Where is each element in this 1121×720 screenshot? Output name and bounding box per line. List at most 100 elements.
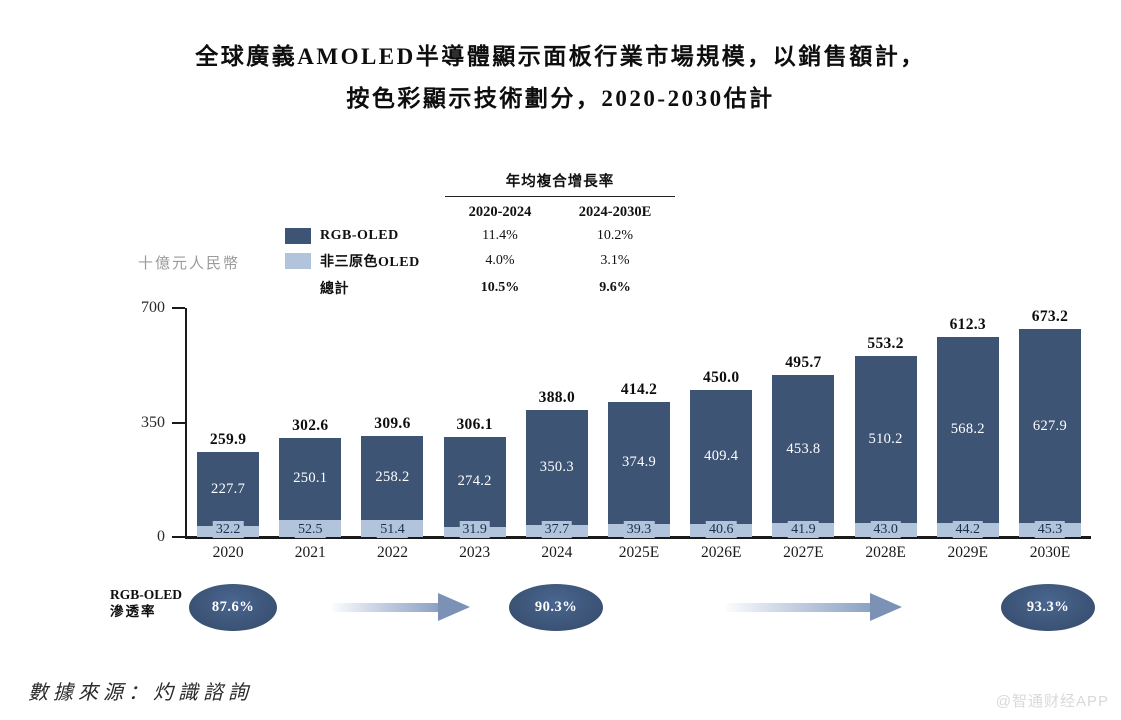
bar-value-rgb-oled: 627.9 (1032, 417, 1068, 434)
bar-total-label: 495.7 (785, 353, 822, 371)
bar-segment-non-rgb-oled: 40.6 (690, 521, 753, 538)
penetration-ellipse-2024: 90.3% (509, 584, 603, 631)
y-tick-label: 0 (157, 528, 165, 545)
x-axis-label: 2026E (700, 544, 742, 561)
chart-title-line1: 全球廣義AMOLED半導體顯示面板行業市場規模，以銷售額計， (195, 44, 926, 69)
bar-segment-non-rgb-oled: 51.4 (361, 520, 424, 538)
arrow-right-icon (726, 593, 902, 621)
penetration-value-2020: 87.6% (211, 599, 255, 615)
bar-value-rgb-oled: 350.3 (539, 458, 574, 475)
cagr-row-rgb-oled: RGB-OLED 11.4% 10.2% (285, 228, 675, 244)
bar-segment-non-rgb-oled: 45.3 (1018, 521, 1081, 538)
bar-column: 553.2 510.2 43.0 (845, 308, 927, 538)
x-axis-label: 2028E (865, 544, 906, 561)
bar-segment-rgb-oled: 258.2 (361, 435, 424, 521)
bar-value-non-rgb-oled: 52.5 (295, 521, 326, 538)
legend-label-total: 總計 (320, 282, 349, 297)
x-axis-label: 2029E (947, 544, 989, 561)
bar-total-label: 302.6 (292, 417, 329, 435)
bar-value-rgb-oled: 409.4 (704, 448, 739, 465)
y-tick-mark (172, 307, 185, 309)
bar-value-rgb-oled: 568.2 (950, 421, 985, 438)
bar-segment-non-rgb-oled: 37.7 (525, 521, 588, 538)
x-axis-label: 2025E (618, 544, 660, 561)
x-axis-label: 2020 (212, 544, 244, 561)
bar-value-rgb-oled: 510.2 (868, 430, 903, 447)
bar-segment-rgb-oled: 227.7 (197, 451, 260, 527)
bar-total-label: 553.2 (867, 335, 904, 353)
penetration-ellipse-2020: 87.6% (189, 584, 277, 631)
bar-segment-rgb-oled: 274.2 (443, 436, 506, 527)
data-source: 數據來源：灼識諮詢 (28, 682, 253, 704)
x-axis-label: 2021 (294, 544, 326, 561)
bar-total-label: 259.9 (209, 430, 247, 448)
bar-value-non-rgb-oled: 51.4 (377, 521, 408, 538)
bar-value-rgb-oled: 258.2 (375, 469, 410, 486)
y-tick-label: 350 (141, 413, 165, 431)
bar-value-rgb-oled: 250.1 (293, 470, 328, 487)
x-axis-label: 2030E (1029, 544, 1071, 561)
bar-value-non-rgb-oled: 37.7 (541, 521, 573, 538)
bar-column: 388.0 350.3 37.7 (516, 308, 598, 538)
x-axis-labels: 2020 2021 2022 2023 2024 2025E 2026E 2027E 2028E… (187, 544, 1091, 562)
bar-value-non-rgb-oled: 39.3 (623, 521, 655, 538)
y-tick-mark (172, 536, 185, 538)
bar-value-non-rgb-oled: 32.2 (212, 521, 244, 538)
bar-column: 306.1 274.2 31.9 (434, 308, 516, 538)
penetration-value-2030: 93.3% (1026, 599, 1070, 615)
bar-value-non-rgb-oled: 44.2 (952, 521, 984, 538)
cagr-table: 年均複合增長率 2020-2024 2024-2030E RGB-OLED 11… (285, 170, 675, 298)
bar-value-non-rgb-oled: 43.0 (870, 521, 901, 538)
chart-title: 全球廣義AMOLED半導體顯示面板行業市場規模，以銷售額計， 按色彩顯示技術劃分… (0, 36, 1121, 120)
bar-total-label: 612.3 (949, 315, 986, 333)
bar-segment-rgb-oled: 453.8 (772, 374, 835, 524)
bar-column: 309.6 258.2 51.4 (351, 308, 433, 538)
y-axis-unit-label: 十億元人民幣 (138, 256, 241, 272)
bar-segment-rgb-oled: 250.1 (279, 438, 342, 520)
bar-segment-non-rgb-oled: 43.0 (854, 521, 917, 538)
bar-segment-non-rgb-oled: 41.9 (772, 521, 835, 538)
bar-segment-rgb-oled: 627.9 (1018, 329, 1081, 524)
legend-swatch-non-rgb-oled (285, 253, 311, 269)
cagr-row-total: 總計 10.5% 9.6% (285, 278, 675, 298)
bar-value-rgb-oled: 374.9 (621, 454, 657, 471)
cagr-value: 3.1% (600, 253, 630, 268)
bar-total-label: 388.0 (538, 389, 576, 407)
cagr-value: 10.2% (596, 228, 634, 243)
cagr-row-non-rgb-oled: 非三原色OLED 4.0% 3.1% (285, 251, 675, 271)
bar-segment-rgb-oled: 409.4 (690, 389, 753, 524)
bar-total-label: 450.0 (703, 368, 740, 386)
bar-segment-non-rgb-oled: 31.9 (443, 521, 506, 538)
penetration-value-2024: 90.3% (534, 599, 578, 615)
bar-segment-non-rgb-oled: 52.5 (279, 519, 342, 538)
cagr-col-2024-2030e: 2024-2030E (578, 204, 652, 220)
bars-row: 259.9 227.7 32.2 302.6 250.1 52.5 309.6 258.2 51… (187, 308, 1091, 538)
penetration-label: RGB-OLED 滲透率 (110, 586, 182, 620)
bar-value-non-rgb-oled: 31.9 (459, 521, 490, 538)
cagr-header: 年均複合增長率 (445, 170, 675, 197)
bar-total-label: 414.2 (620, 380, 658, 398)
penetration-label-line2: 滲透率 (110, 604, 157, 619)
x-axis-label: 2022 (376, 544, 408, 561)
bar-value-rgb-oled: 453.8 (786, 440, 821, 457)
cagr-value: 11.4% (482, 228, 518, 243)
bar-value-non-rgb-oled: 40.6 (705, 521, 737, 538)
bar-segment-non-rgb-oled: 32.2 (197, 521, 260, 538)
penetration-label-line1: RGB-OLED (110, 587, 183, 602)
legend-label-non-rgb-oled: 非三原色OLED (320, 255, 420, 270)
bar-segment-rgb-oled: 350.3 (525, 410, 588, 525)
bar-segment-rgb-oled: 568.2 (936, 336, 999, 523)
watermark: @智通财经APP (995, 693, 1109, 710)
y-axis-line (185, 308, 187, 537)
bar-value-non-rgb-oled: 45.3 (1034, 521, 1066, 538)
cagr-column-headers: 2020-2024 2024-2030E (285, 204, 675, 221)
cagr-value: 10.5% (480, 280, 520, 295)
x-axis-label: 2023 (459, 544, 491, 561)
bar-segment-rgb-oled: 374.9 (608, 401, 671, 525)
bar-segment-rgb-oled: 510.2 (854, 356, 917, 523)
bar-column: 302.6 250.1 52.5 (269, 308, 351, 538)
y-tick-label: 700 (141, 299, 165, 316)
legend-label-rgb-oled: RGB-OLED (320, 228, 399, 243)
x-axis-label: 2024 (541, 544, 573, 561)
